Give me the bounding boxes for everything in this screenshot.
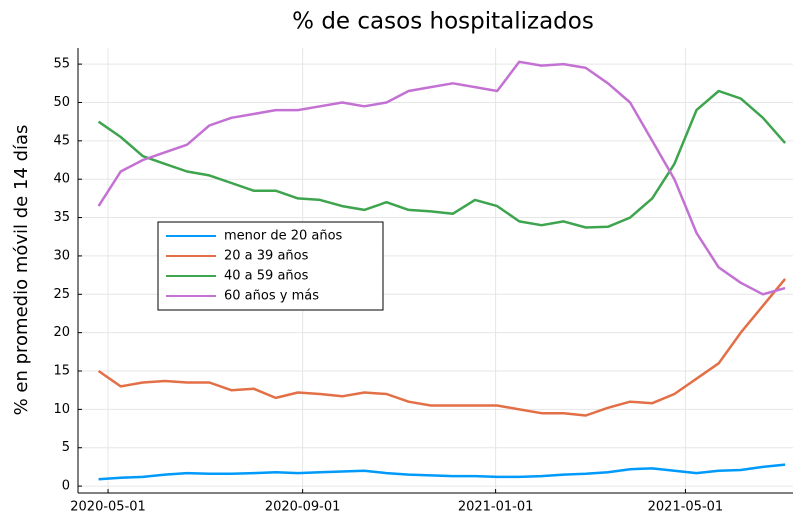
chart-title: % de casos hospitalizados [292,9,594,35]
series-line [97,89,787,229]
legend-label: menor de 20 años [224,229,343,244]
y-tick-label: 55 [53,57,70,72]
legend: menor de 20 años 20 a 39 años 40 a 59 años… [157,221,384,311]
series-line [97,278,787,417]
y-tick-label: 25 [53,287,70,302]
y-tick-label: 15 [53,364,70,379]
series-line [97,60,786,296]
y-tick-label: 30 [53,248,70,263]
x-tick-label: 2021-01-01 [458,500,534,515]
x-tick-label: 2020-09-01 [265,500,341,515]
legend-label: 60 años y más [224,289,319,304]
y-tick-label: 35 [53,210,70,225]
y-tick-label: 45 [53,133,70,148]
x-tick-label: 2021-05-01 [648,500,724,515]
y-tick-label: 40 [53,172,70,187]
y-tick-label: 10 [53,402,70,417]
series-line [98,463,786,481]
legend-label: 20 a 39 años [224,249,309,264]
y-tick-label: 0 [62,479,70,494]
y-axis-label: % en promedio móvil de 14 días [11,125,32,416]
legend-label: 40 a 59 años [224,269,309,284]
y-tick-label: 50 [53,95,70,110]
x-tick-label: 2020-05-01 [70,500,146,515]
y-tick-label: 5 [62,440,70,455]
y-tick-label: 20 [53,325,70,340]
